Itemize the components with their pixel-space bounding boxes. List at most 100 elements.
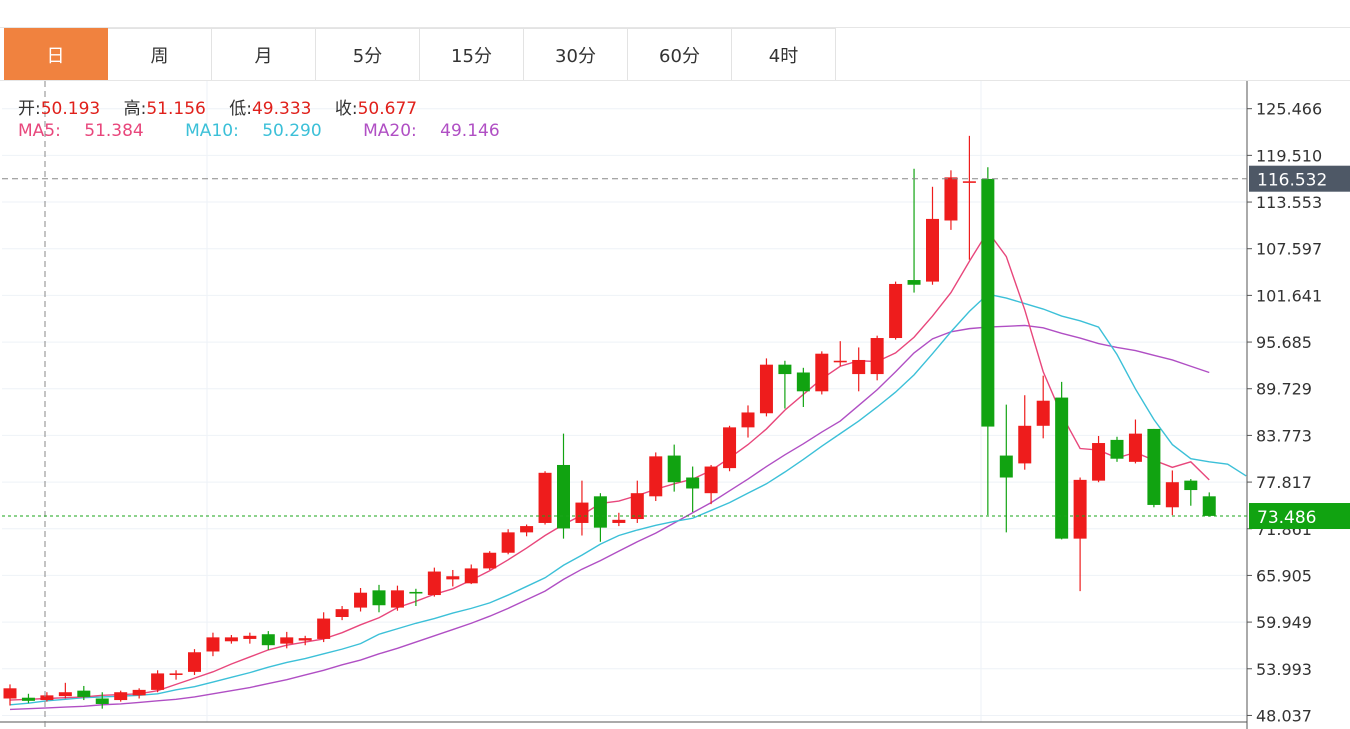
ma10-value: 50.290 — [262, 121, 322, 141]
candle-body — [944, 177, 958, 221]
candle-body — [999, 455, 1013, 478]
ma10-readout: MA10: 50.290 — [185, 121, 340, 141]
tab-6[interactable]: 60分 — [628, 28, 732, 80]
high-value: 51.156 — [146, 99, 206, 119]
ma5-readout: MA5: 51.384 — [18, 121, 162, 141]
last-price-box — [1249, 503, 1350, 530]
tab-5[interactable]: 30分 — [524, 28, 628, 80]
candle-body — [390, 590, 404, 608]
y-tick-label: 83.773 — [1256, 426, 1312, 445]
candle-body — [169, 673, 183, 675]
candle-body — [926, 218, 939, 282]
ma20-readout: MA20: 49.146 — [363, 121, 518, 141]
candle-body — [630, 493, 644, 520]
candle-body — [58, 692, 72, 697]
y-tick-label: 53.993 — [1256, 660, 1312, 679]
ma20-line — [9, 324, 1210, 711]
tab-2[interactable]: 月 — [212, 28, 316, 80]
candle-body — [21, 697, 35, 701]
candle-body — [815, 353, 829, 392]
candle-body — [501, 532, 515, 553]
candle-body — [741, 412, 755, 428]
candle-body — [261, 634, 275, 646]
candle-body — [335, 609, 349, 617]
candle-body — [77, 690, 91, 697]
y-tick-label: 65.905 — [1256, 566, 1312, 585]
y-tick-label: 113.553 — [1256, 193, 1322, 212]
candle-body — [704, 466, 718, 494]
candle-body — [520, 526, 534, 533]
candle-body — [575, 502, 589, 523]
candle-body — [464, 568, 478, 584]
candle-body — [1128, 433, 1142, 462]
candle-body — [889, 283, 903, 339]
y-tick-label: 77.817 — [1256, 473, 1312, 492]
tab-4[interactable]: 15分 — [420, 28, 524, 80]
candle-body — [796, 372, 810, 392]
candle-body — [95, 698, 109, 704]
candle-body — [593, 496, 607, 528]
candle-body — [40, 695, 54, 701]
y-tick-label: 125.466 — [1256, 100, 1322, 119]
candle-body — [1110, 439, 1124, 459]
ma20-value: 49.146 — [440, 121, 500, 141]
candle-body — [1018, 425, 1032, 464]
candle-body — [317, 618, 331, 639]
candle-body — [1036, 400, 1050, 426]
open-label: 开: — [18, 99, 41, 119]
candle-body — [981, 178, 995, 427]
y-tick-label: 59.949 — [1256, 613, 1312, 632]
ma-readout: MA5: 51.384 MA10: 50.290 MA20: 49.146 — [18, 121, 536, 141]
ohlc-readout: 开:50.193 高:51.156 低:49.333 收:50.677 — [18, 94, 435, 119]
candle-body — [612, 519, 626, 523]
tab-3[interactable]: 5分 — [316, 28, 420, 80]
candle-body — [870, 338, 884, 375]
candle-body — [483, 552, 497, 569]
candle-body — [224, 637, 238, 642]
candle-body — [298, 638, 312, 641]
candle-body — [686, 477, 700, 489]
y-tick-label: 101.641 — [1256, 286, 1322, 305]
y-tick-label: 95.685 — [1256, 333, 1312, 352]
candle-body — [557, 464, 570, 529]
candle-body — [759, 364, 773, 414]
tab-1[interactable]: 周 — [108, 28, 212, 80]
tab-0[interactable]: 日 — [4, 28, 108, 80]
candle-body — [852, 359, 866, 375]
candle-body — [778, 364, 792, 375]
open-value: 50.193 — [40, 99, 101, 119]
candle-body — [1165, 482, 1179, 508]
candle-body — [188, 652, 201, 672]
tab-7[interactable]: 4时 — [732, 28, 836, 80]
y-tick-label: 107.597 — [1256, 240, 1322, 259]
high-label: 高: — [123, 99, 147, 119]
crosshair-price-box — [1249, 165, 1350, 192]
ma10-line — [9, 293, 1247, 706]
candle-body — [409, 591, 423, 594]
candlestick-chart[interactable]: 125.466 119.510 113.553 107.597 101.641 95.68… — [0, 81, 1350, 729]
tabs-bottom-border — [0, 80, 1350, 81]
y-tick-label: 119.510 — [1256, 146, 1322, 165]
candle-body — [243, 635, 257, 639]
period-tabs: 日周月 5分 15分 30分 60分 4时 — [4, 28, 836, 80]
candle-body — [206, 637, 220, 652]
candle-body — [1073, 479, 1087, 539]
ma20-label: MA20: — [363, 121, 423, 141]
candle-body — [962, 181, 976, 183]
candle-body — [1092, 443, 1106, 481]
close-value: 50.677 — [357, 99, 418, 119]
close-label: 收: — [334, 99, 358, 119]
ma10-label: MA10: — [185, 121, 245, 141]
candle-body — [427, 571, 441, 596]
candle-body — [151, 673, 165, 690]
candle-body — [446, 576, 460, 580]
candle-body — [833, 360, 847, 363]
y-tick-label: 48.037 — [1256, 706, 1312, 725]
candle-body — [354, 592, 368, 608]
ma5-label: MA5: — [18, 121, 67, 141]
ma5-value: 51.384 — [84, 121, 144, 141]
candle-body — [649, 456, 663, 497]
candle-body — [132, 689, 146, 696]
candle-body — [538, 472, 552, 523]
candle-body — [280, 637, 294, 644]
